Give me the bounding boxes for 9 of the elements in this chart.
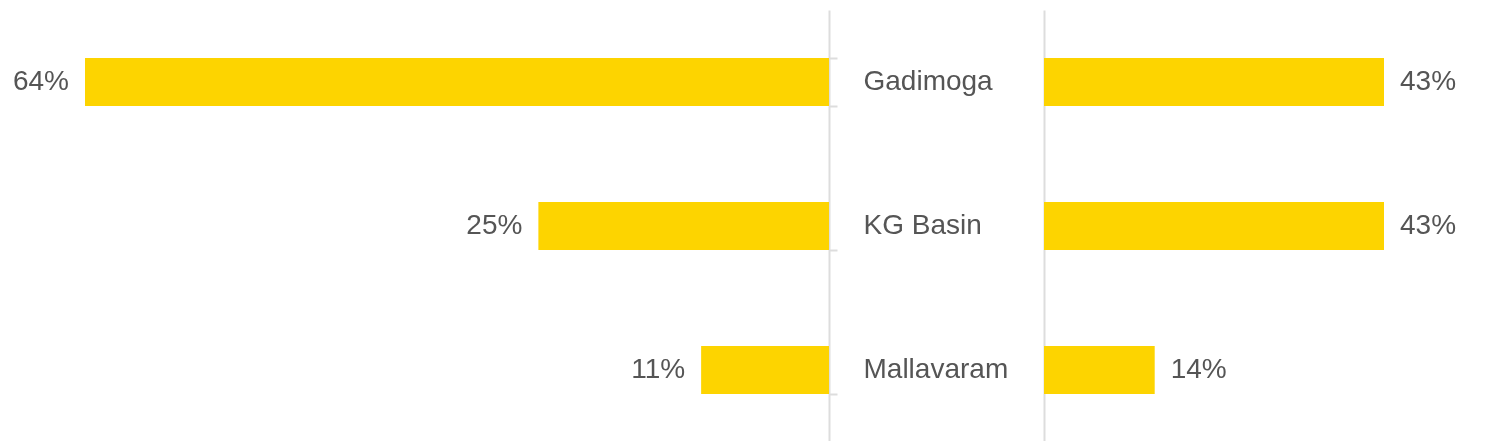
data-label: 64% — [12, 65, 69, 96]
data-label: 14% — [1170, 353, 1227, 384]
data-label: 11% — [631, 353, 686, 384]
y-tick-label: Mallavaram — [863, 353, 1009, 384]
y-tick-label: KG Basin — [863, 209, 982, 240]
data-label: 43% — [1400, 65, 1457, 96]
y-tick-label: Gadimoga — [863, 65, 994, 96]
data-label: 43% — [1400, 209, 1457, 240]
data-label: 25% — [466, 209, 523, 240]
